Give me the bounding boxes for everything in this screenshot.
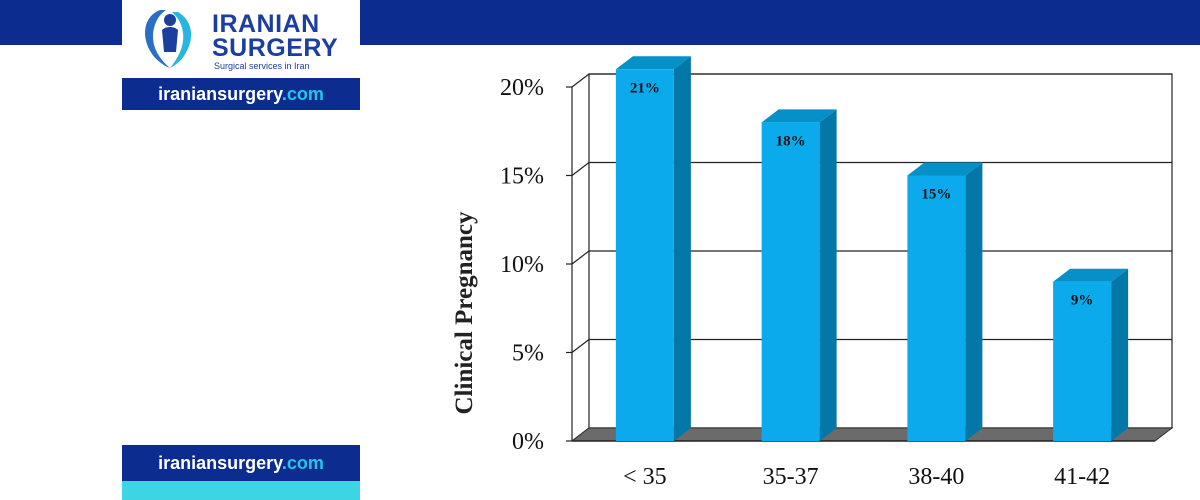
y-tick-label: 5%: [512, 341, 544, 367]
site-name: iraniansurgery: [158, 453, 282, 473]
y-tick-labels: 0% 5% 10% 15% 20%: [500, 75, 544, 455]
surgeon-emblem-icon: [145, 10, 192, 68]
header-bar-right: [360, 0, 1200, 45]
footer-accent-strip: [122, 481, 360, 500]
site-domain: .com: [281, 84, 324, 104]
bar-front: [615, 69, 674, 442]
bar-top: [907, 162, 983, 176]
bar: 18%: [761, 109, 837, 442]
bar: 9%: [1053, 268, 1129, 441]
bar-front: [907, 175, 966, 441]
gridline-depth: [571, 162, 590, 176]
bar-front: [761, 122, 820, 442]
site-link-top[interactable]: iraniansurgery.com: [122, 78, 360, 110]
chart-bars: 21% 18% 15% 9%: [615, 56, 1129, 442]
bar: 21%: [615, 56, 691, 442]
site-link-bottom[interactable]: iraniansurgery.com: [122, 445, 360, 481]
x-tick-labels: < 35 35-37 38-40 41-42: [623, 464, 1110, 490]
bar-side: [1111, 268, 1129, 441]
brand-logo[interactable]: IRANIAN SURGERY Surgical services in Ira…: [122, 0, 360, 78]
y-tick-label: 20%: [500, 75, 544, 101]
x-tick-label: < 35: [623, 464, 667, 490]
bar-data-label: 9%: [1071, 293, 1094, 309]
bar-data-label: 21%: [630, 80, 660, 96]
brand-name-line2: SURGERY: [212, 34, 339, 62]
site-name: iraniansurgery: [158, 84, 282, 104]
gridline-depth: [571, 73, 590, 88]
x-tick-label: 35-37: [763, 464, 819, 490]
bar-top: [761, 109, 837, 123]
x-tick-label: 38-40: [908, 464, 964, 490]
bar-side: [673, 56, 691, 442]
bar-side: [819, 109, 837, 442]
bar-data-label: 18%: [776, 133, 806, 149]
y-tick-label: 15%: [500, 164, 544, 190]
x-tick-label: 41-42: [1054, 464, 1110, 490]
gridline-depth: [571, 250, 590, 265]
bar-top: [615, 56, 691, 70]
y-tick-label: 10%: [500, 252, 544, 278]
gridline-depth: [571, 339, 590, 353]
brand-name-line1: IRANIAN: [212, 10, 320, 38]
y-tick-label: 0%: [512, 429, 544, 455]
brand-tagline: Surgical services in Iran: [214, 61, 310, 71]
header-bar-left: [0, 0, 122, 45]
bar-data-label: 15%: [921, 187, 951, 203]
bar-side: [965, 162, 983, 441]
bar-front: [1053, 281, 1112, 441]
y-axis-label: Clinical Pregnancy: [451, 211, 478, 415]
bar-top: [1053, 268, 1129, 282]
site-domain: .com: [281, 453, 324, 473]
bar: 15%: [907, 162, 983, 441]
